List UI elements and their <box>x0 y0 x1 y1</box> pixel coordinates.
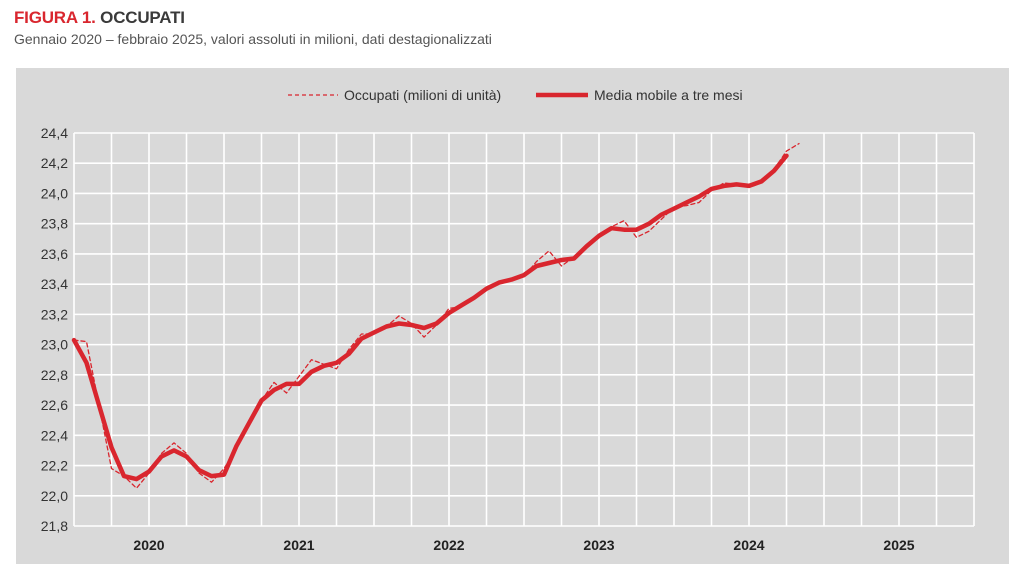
y-tick-label: 24,0 <box>41 185 68 201</box>
y-tick-label: 24,2 <box>41 155 68 171</box>
y-tick-label: 23,8 <box>41 216 68 232</box>
y-tick-label: 22,2 <box>41 458 68 474</box>
figure-label: FIGURA 1. <box>14 8 96 27</box>
series-group <box>71 142 800 489</box>
y-tick-label: 23,6 <box>41 246 68 262</box>
figure-title: FIGURA 1. OCCUPATI <box>14 8 492 28</box>
legend-label-occupati: Occupati (milioni di unità) <box>344 87 501 103</box>
legend: Occupati (milioni di unità) Media mobile… <box>288 87 743 103</box>
x-tick-label: 2025 <box>883 537 914 553</box>
x-tick-label: 2021 <box>283 537 314 553</box>
y-axis-ticks: 21,8 22,0 22,2 22,4 22,6 22,8 23,0 23,2 23,4 23,6… <box>41 125 68 534</box>
chart-panel: 21,8 22,0 22,2 22,4 22,6 22,8 23,0 23,2 23,4 23,6… <box>16 68 1009 564</box>
x-tick-label: 2022 <box>433 537 464 553</box>
y-tick-label: 23,0 <box>41 337 68 353</box>
y-tick-label: 23,2 <box>41 306 68 322</box>
legend-label-media-mobile: Media mobile a tre mesi <box>594 87 743 103</box>
series-line-occupati <box>73 142 800 489</box>
y-tick-label: 24,4 <box>41 125 68 141</box>
x-tick-label: 2020 <box>133 537 164 553</box>
y-tick-label: 22,4 <box>41 427 68 443</box>
y-tick-label: 22,0 <box>41 488 68 504</box>
x-tick-label: 2024 <box>733 537 764 553</box>
y-tick-label: 21,8 <box>41 518 68 534</box>
figure-name: OCCUPATI <box>100 8 185 27</box>
x-axis-ticks: 2020 2021 2022 2023 2024 2025 <box>133 537 914 553</box>
y-tick-label: 23,4 <box>41 276 68 292</box>
figure-subtitle: Gennaio 2020 – febbraio 2025, valori ass… <box>14 31 492 47</box>
x-tick-label: 2023 <box>583 537 614 553</box>
y-tick-label: 22,6 <box>41 397 68 413</box>
grid <box>73 132 975 527</box>
chart-svg: 21,8 22,0 22,2 22,4 22,6 22,8 23,0 23,2 23,4 23,6… <box>41 87 975 553</box>
figure-header: FIGURA 1. OCCUPATI Gennaio 2020 – febbra… <box>14 8 492 47</box>
y-tick-label: 22,8 <box>41 367 68 383</box>
series-line-media-mobile <box>71 153 789 482</box>
